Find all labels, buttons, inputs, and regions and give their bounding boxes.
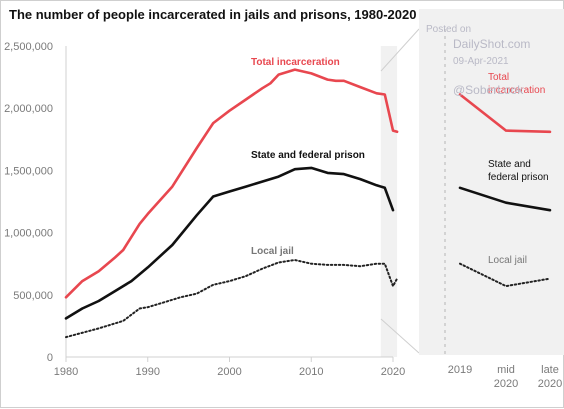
zoom-connector-bottom [380, 318, 420, 354]
zoom-x-tick-label: 2020 [538, 378, 562, 390]
zoom-plot: 2019 mid 2020 late 2020 Total incarceration Sta… [380, 9, 564, 390]
y-tick-label: 0 [47, 352, 53, 364]
y-tick-label: 500,000 [13, 290, 53, 302]
x-tick-label: 2010 [299, 366, 323, 378]
watermark-posted: Posted on [426, 24, 471, 35]
chart-title: The number of people incarcerated in jai… [9, 7, 416, 22]
y-tick-label: 2,500,000 [4, 41, 53, 53]
zoom-x-tick-label: 2020 [494, 378, 518, 390]
zoom-series-line-total-incarceration [458, 93, 552, 134]
zoom-series-label-total-incarceration: Total [488, 72, 509, 83]
x-tick-label: 2020 [381, 366, 405, 378]
zoom-series-line-state-federal-prison [458, 186, 552, 212]
zoom-connector-top [380, 28, 420, 72]
zoom-series-line-local-jail [459, 262, 551, 288]
x-tick-label: 1990 [136, 366, 160, 378]
watermark-site: DailyShot.com [453, 37, 530, 51]
watermark-handle: @SoberLook [453, 83, 524, 97]
zoom-series-label-state-federal-prison: State and [488, 159, 531, 170]
y-tick-label: 1,500,000 [4, 165, 53, 177]
watermark-date: 09-Apr-2021 [453, 56, 509, 67]
series-line-state-federal-prison [64, 166, 395, 320]
main-plot: 0 500,000 1,000,000 1,500,000 2,000,000 2,500… [4, 41, 405, 378]
zoom-panel-background [419, 9, 564, 355]
series-label-local-jail: Local jail [251, 246, 294, 257]
x-tick-label: 2000 [217, 366, 241, 378]
series-label-state-federal-prison: State and federal prison [251, 150, 365, 161]
zoom-series-label-total-incarceration: incarceration [488, 85, 545, 96]
zoom-series-label-local-jail: Local jail [488, 255, 527, 266]
series-label-total-incarceration: Total incarceration [251, 57, 340, 68]
zoom-x-tick-label: 2019 [448, 364, 472, 376]
zoom-x-tick-label: mid [497, 364, 515, 376]
series-line-total-incarceration [64, 68, 399, 299]
y-tick-label: 2,000,000 [4, 103, 53, 115]
zoom-x-tick-label: late [541, 364, 559, 376]
series-line-local-jail [65, 259, 399, 339]
x-tick-label: 1980 [54, 366, 78, 378]
watermark: Posted on DailyShot.com 09-Apr-2021 @Sob… [426, 24, 530, 97]
zoom-series-label-state-federal-prison: federal prison [488, 172, 549, 183]
y-tick-label: 1,000,000 [4, 228, 53, 240]
